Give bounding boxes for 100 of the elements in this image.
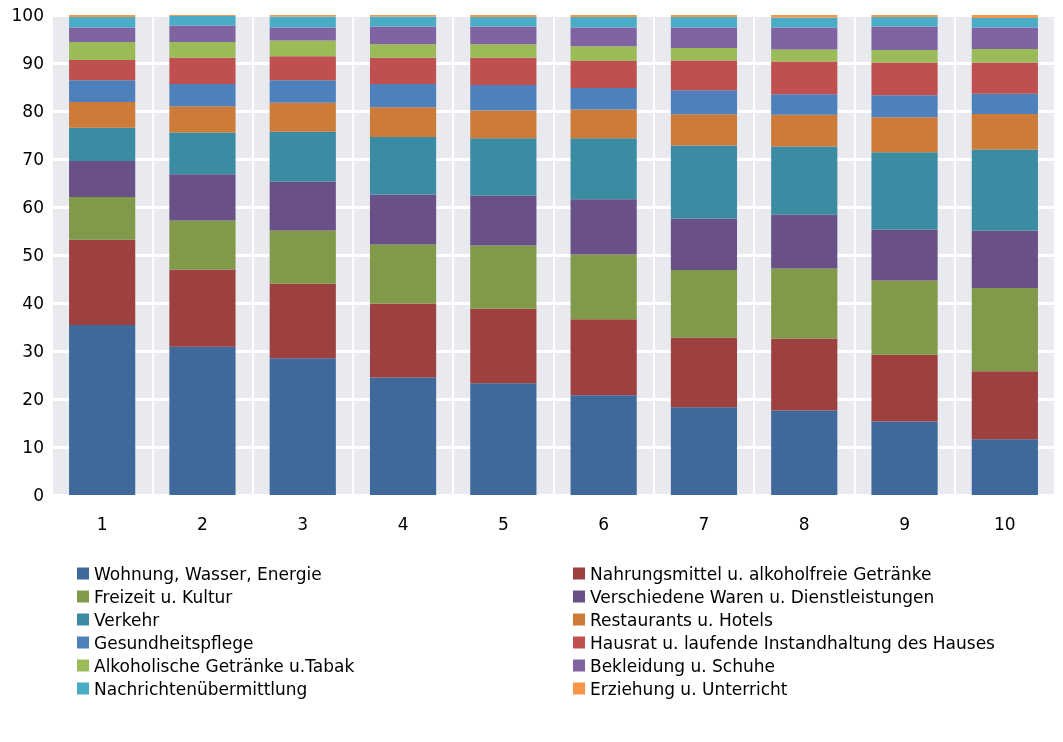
x-tick-label: 3 bbox=[297, 513, 309, 534]
bar bbox=[369, 194, 437, 245]
x-tick-label: 10 bbox=[994, 513, 1016, 534]
bar bbox=[169, 174, 236, 221]
bar bbox=[470, 26, 537, 45]
bar bbox=[871, 117, 938, 153]
y-tick-label: 90 bbox=[22, 53, 44, 73]
bar bbox=[871, 26, 938, 51]
bar bbox=[269, 27, 336, 41]
bar bbox=[871, 229, 938, 281]
legend-label: Verkehr bbox=[94, 609, 160, 630]
x-tick-label: 2 bbox=[197, 513, 208, 534]
bar bbox=[269, 16, 336, 28]
bar bbox=[69, 127, 136, 161]
y-tick-label: 70 bbox=[22, 149, 44, 169]
bar bbox=[470, 308, 537, 384]
bar bbox=[670, 145, 738, 219]
bar bbox=[69, 16, 136, 28]
bar bbox=[269, 181, 336, 231]
bar bbox=[670, 48, 738, 61]
bar bbox=[269, 358, 336, 495]
bar bbox=[771, 410, 838, 495]
bar bbox=[670, 218, 738, 270]
bar bbox=[169, 269, 236, 347]
bar bbox=[169, 15, 236, 26]
y-tick-label: 40 bbox=[22, 293, 44, 313]
bar bbox=[570, 27, 637, 47]
bar bbox=[369, 136, 437, 195]
y-tick-label: 60 bbox=[22, 197, 44, 217]
bar bbox=[871, 62, 938, 96]
bar bbox=[971, 27, 1038, 50]
bar bbox=[670, 90, 738, 115]
bar bbox=[670, 407, 738, 495]
bar bbox=[169, 41, 236, 58]
bar bbox=[971, 15, 1038, 18]
bar bbox=[470, 110, 537, 139]
bar bbox=[470, 383, 537, 495]
bar bbox=[169, 57, 236, 85]
bar bbox=[69, 80, 136, 102]
bar bbox=[570, 61, 637, 88]
bar bbox=[570, 199, 637, 255]
bar bbox=[369, 107, 437, 137]
bar bbox=[971, 62, 1038, 94]
bar bbox=[470, 245, 537, 309]
bar bbox=[470, 44, 537, 58]
bar bbox=[670, 60, 738, 91]
bar bbox=[570, 254, 637, 320]
bar bbox=[369, 57, 437, 85]
x-tick-label: 4 bbox=[397, 513, 409, 534]
y-tick-label: 10 bbox=[22, 437, 44, 457]
y-tick-label: 50 bbox=[22, 245, 44, 265]
legend-label: Alkoholische Getränke u.Tabak bbox=[94, 655, 355, 676]
bar bbox=[771, 214, 838, 269]
bar bbox=[570, 87, 637, 110]
bar bbox=[169, 84, 236, 107]
bar bbox=[69, 196, 136, 240]
bar bbox=[369, 84, 437, 108]
bar bbox=[169, 132, 236, 175]
bar bbox=[169, 346, 236, 495]
legend-label: Hausrat u. laufende Instandhaltung des Hauses bbox=[590, 632, 996, 653]
bar bbox=[771, 49, 838, 62]
bar bbox=[871, 152, 938, 230]
bar bbox=[470, 85, 537, 111]
bar bbox=[971, 230, 1038, 289]
bar bbox=[470, 16, 537, 27]
bar bbox=[470, 138, 537, 196]
bar bbox=[570, 109, 637, 139]
bar bbox=[771, 94, 838, 115]
bar bbox=[771, 146, 838, 215]
legend-label: Nachrichtenübermittlung bbox=[94, 678, 308, 699]
bar bbox=[169, 25, 236, 42]
x-tick-label: 6 bbox=[598, 513, 610, 534]
bar bbox=[269, 102, 336, 132]
bar bbox=[871, 280, 938, 355]
legend-label: Bekleidung u. Schuhe bbox=[590, 655, 775, 676]
bar bbox=[971, 288, 1038, 372]
bar bbox=[971, 93, 1038, 114]
legend-label: Erziehung u. Unterricht bbox=[590, 678, 788, 699]
bar bbox=[971, 49, 1038, 63]
bar bbox=[169, 106, 236, 133]
bar bbox=[971, 149, 1038, 231]
bar bbox=[269, 80, 336, 103]
bar bbox=[470, 195, 537, 246]
x-tick-label: 7 bbox=[698, 513, 710, 534]
bar bbox=[570, 395, 637, 495]
bar bbox=[69, 325, 136, 495]
x-tick-label: 5 bbox=[497, 513, 509, 534]
bar bbox=[771, 17, 838, 28]
bar bbox=[69, 27, 136, 42]
legend-label: Freizeit u. Kultur bbox=[94, 586, 233, 607]
bar bbox=[771, 338, 838, 411]
bar bbox=[871, 50, 938, 63]
x-tick-label: 8 bbox=[798, 513, 810, 534]
bar bbox=[771, 268, 838, 339]
bar bbox=[670, 269, 738, 338]
bar bbox=[269, 40, 336, 57]
bar bbox=[670, 27, 738, 49]
bar bbox=[369, 44, 437, 58]
bar bbox=[771, 114, 838, 147]
bar bbox=[269, 56, 336, 81]
